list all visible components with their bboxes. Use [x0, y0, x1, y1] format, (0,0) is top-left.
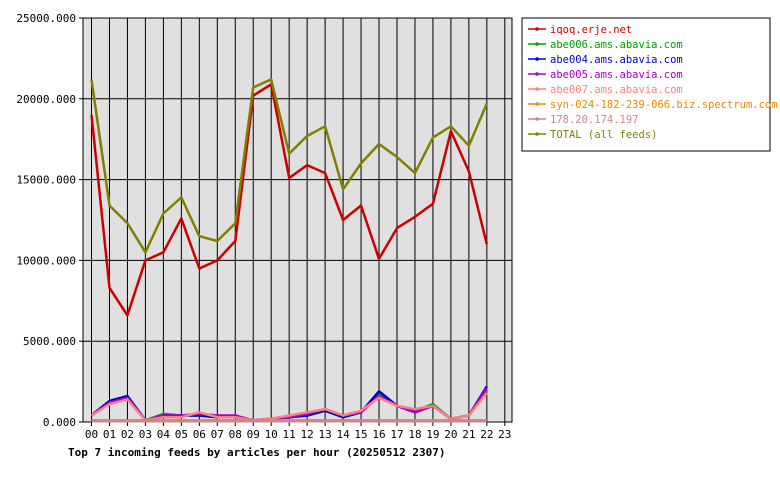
plot-background	[82, 17, 513, 423]
x-tick-label: 22	[480, 428, 493, 441]
x-axis: 00 01 02 03 04 05 06 07 08 09 10 11 12 13 14 15 16 17 18 19…	[85, 422, 511, 441]
legend-marker	[535, 117, 539, 121]
legend: iqoq.erje.net abe006.ams.abavia.com abe004…	[521, 17, 778, 152]
y-tick-label: 0.000	[43, 416, 76, 429]
legend-marker	[535, 72, 539, 76]
x-tick-label: 23	[498, 428, 511, 441]
x-tick-label: 17	[390, 428, 403, 441]
x-tick-label: 21	[462, 428, 475, 441]
legend-marker	[535, 42, 539, 46]
y-tick-label: 20000.000	[16, 93, 76, 106]
legend-marker	[535, 57, 539, 61]
x-tick-label: 09	[247, 428, 260, 441]
y-axis: 0.000 5000.000 10000.000 15000.000 20000.000…	[16, 12, 83, 429]
x-tick-label: 18	[408, 428, 421, 441]
x-tick-label: 19	[426, 428, 439, 441]
legend-label: TOTAL (all feeds)	[550, 129, 657, 141]
y-tick-label: 10000.000	[16, 254, 76, 267]
x-tick-label: 03	[139, 428, 152, 441]
legend-label: abe004.ams.abavia.com	[550, 54, 683, 66]
legend-label: abe006.ams.abavia.com	[550, 39, 683, 51]
x-tick-label: 04	[157, 428, 171, 441]
x-tick-label: 20	[444, 428, 457, 441]
x-tick-label: 01	[103, 428, 116, 441]
x-tick-label: 05	[175, 428, 188, 441]
series-line-4	[90, 392, 488, 422]
x-tick-label: 11	[283, 428, 296, 441]
chart-title: Top 7 incoming feeds by articles per hou…	[68, 446, 446, 459]
y-tick-label: 15000.000	[16, 174, 76, 187]
series-line-0	[90, 83, 489, 317]
x-tick-label: 10	[265, 428, 278, 441]
x-tick-label: 02	[121, 428, 134, 441]
legend-label: abe005.ams.abavia.com	[550, 69, 683, 81]
x-tick-label: 13	[318, 428, 331, 441]
legend-marker	[535, 87, 539, 91]
legend-box	[521, 17, 771, 152]
series-line-7	[90, 78, 488, 254]
legend-label: abe007.ams.abavia.com	[550, 84, 683, 96]
series-lines	[90, 78, 489, 423]
x-tick-label: 00	[85, 428, 98, 441]
legend-marker	[535, 132, 539, 136]
y-tick-label: 5000.000	[23, 335, 76, 348]
legend-marker	[535, 27, 539, 31]
x-tick-label: 14	[336, 428, 350, 441]
legend-label: iqoq.erje.net	[550, 24, 632, 36]
x-tick-label: 12	[301, 428, 314, 441]
legend-marker	[535, 102, 539, 106]
x-tick-label: 06	[193, 428, 206, 441]
x-tick-label: 15	[354, 428, 367, 441]
legend-label: syn-024-182-239-066.biz.spectrum.com	[550, 99, 778, 111]
x-tick-label: 07	[211, 428, 224, 441]
legend-label: 178.20.174.197	[550, 114, 639, 126]
y-tick-label: 25000.000	[16, 12, 76, 25]
x-tick-label: 08	[229, 428, 242, 441]
x-tick-label: 16	[372, 428, 385, 441]
